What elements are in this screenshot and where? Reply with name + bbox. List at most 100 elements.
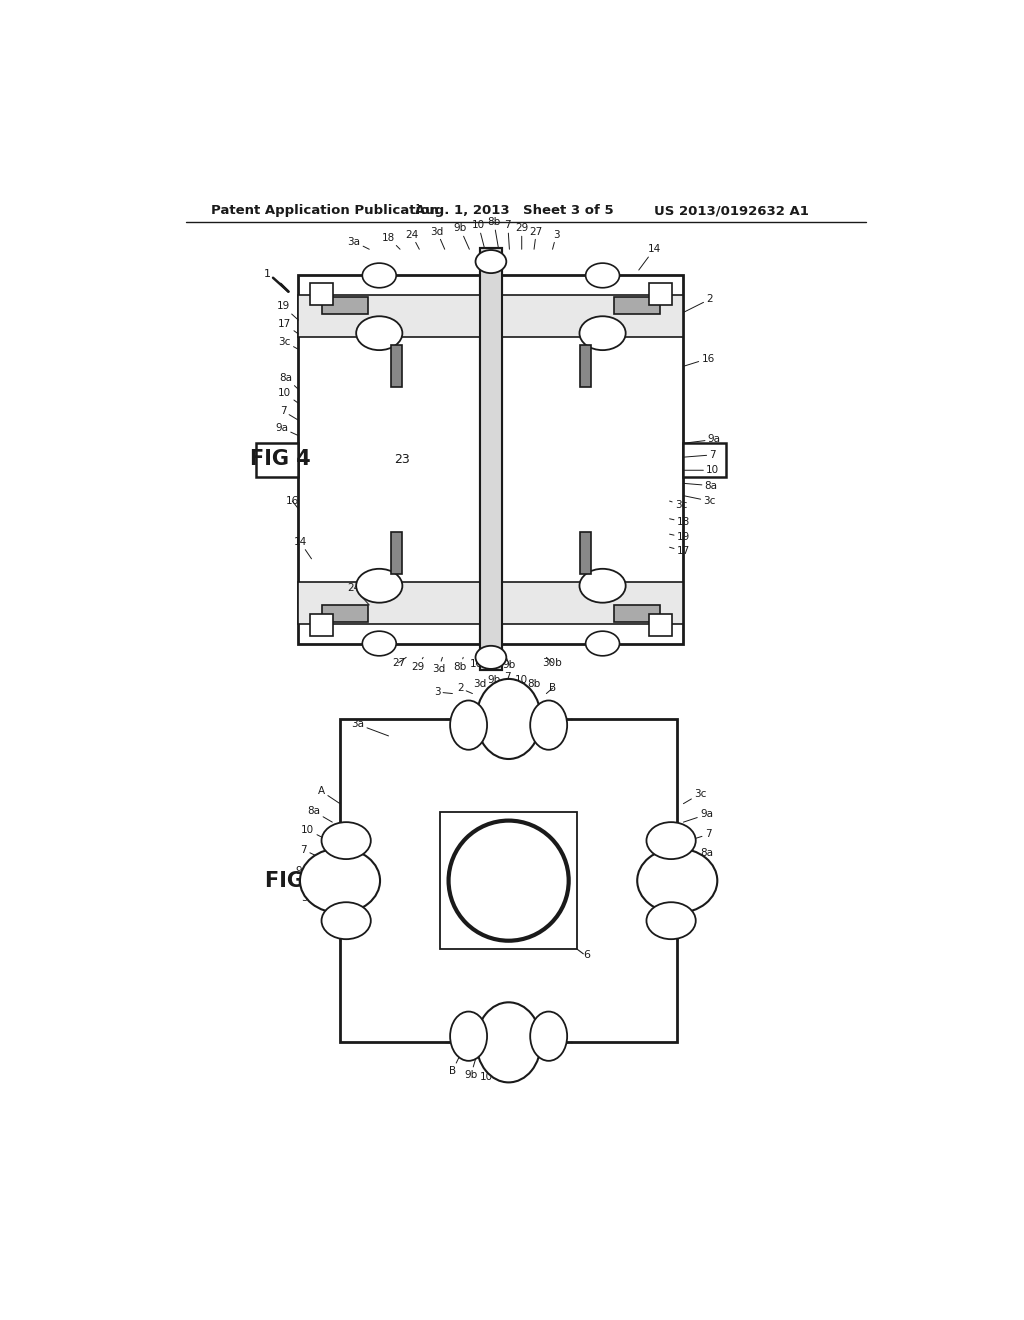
Ellipse shape: [475, 249, 506, 273]
Text: 8b: 8b: [487, 218, 501, 249]
Bar: [298, 582, 683, 624]
Ellipse shape: [300, 849, 380, 913]
Bar: [480, 248, 502, 671]
Text: 7: 7: [505, 672, 511, 693]
Ellipse shape: [530, 1011, 567, 1061]
Text: Sheet 3 of 5: Sheet 3 of 5: [523, 205, 613, 218]
Text: 16: 16: [286, 496, 299, 508]
Text: 7: 7: [683, 829, 712, 842]
Text: 9a: 9a: [683, 434, 721, 445]
Text: 7: 7: [683, 450, 716, 459]
Text: 8b: 8b: [454, 657, 467, 672]
Text: 10: 10: [278, 388, 298, 404]
Text: 9a: 9a: [683, 809, 713, 822]
Text: 24: 24: [404, 230, 419, 249]
Bar: [480, 248, 502, 671]
Ellipse shape: [322, 822, 371, 859]
Bar: [649, 614, 672, 636]
Text: 29: 29: [515, 223, 528, 249]
Text: 2: 2: [457, 684, 472, 693]
Text: 10: 10: [472, 220, 485, 249]
Ellipse shape: [580, 317, 626, 350]
Text: 9a: 9a: [275, 422, 298, 436]
Text: 3d: 3d: [518, 1044, 531, 1072]
Text: 9b: 9b: [503, 657, 516, 671]
Ellipse shape: [356, 317, 402, 350]
Ellipse shape: [476, 1002, 541, 1082]
Text: 3a: 3a: [347, 236, 370, 249]
Text: B: B: [547, 684, 556, 693]
Text: 8a: 8a: [683, 480, 718, 491]
Text: 9b: 9b: [487, 676, 501, 693]
Bar: [322, 297, 368, 314]
Text: 8b: 8b: [504, 1044, 517, 1076]
Text: FIG 3: FIG 3: [265, 871, 326, 891]
Text: 7: 7: [485, 656, 492, 667]
Text: 7: 7: [495, 1044, 501, 1080]
Text: 10: 10: [479, 1044, 493, 1082]
Text: 27: 27: [392, 657, 407, 668]
Bar: [391, 532, 401, 574]
Text: 18: 18: [670, 517, 690, 527]
Bar: [310, 614, 333, 636]
Text: 10: 10: [683, 866, 713, 875]
Text: 19: 19: [276, 301, 298, 321]
Text: 18: 18: [382, 232, 400, 249]
Text: 8a: 8a: [307, 807, 333, 822]
Text: 9a: 9a: [295, 866, 322, 880]
Ellipse shape: [586, 631, 620, 656]
Ellipse shape: [451, 701, 487, 750]
Bar: [614, 297, 660, 314]
Text: 23: 23: [394, 453, 411, 466]
Bar: [649, 284, 672, 305]
Bar: [440, 812, 578, 949]
Bar: [298, 294, 683, 337]
Text: 7: 7: [505, 220, 511, 249]
Bar: [581, 345, 591, 387]
Text: Patent Application Publication: Patent Application Publication: [211, 205, 439, 218]
Text: Aug. 1, 2013: Aug. 1, 2013: [416, 205, 510, 218]
Text: 1: 1: [264, 269, 271, 279]
Text: 9b: 9b: [464, 1044, 480, 1080]
Ellipse shape: [646, 903, 695, 940]
Text: 27: 27: [529, 227, 543, 249]
Ellipse shape: [322, 903, 371, 940]
Text: 17: 17: [670, 546, 690, 556]
Text: 6: 6: [583, 950, 590, 961]
Text: 3c: 3c: [683, 788, 707, 804]
Bar: [322, 605, 368, 622]
Text: 10: 10: [301, 825, 327, 840]
Ellipse shape: [449, 821, 568, 941]
Ellipse shape: [646, 822, 695, 859]
Text: 2: 2: [683, 294, 713, 313]
Text: 10: 10: [683, 465, 719, 475]
Text: 3d: 3d: [432, 657, 445, 675]
Text: 9b: 9b: [454, 223, 469, 249]
Ellipse shape: [451, 1011, 487, 1061]
Text: US 2013/0192632 A1: US 2013/0192632 A1: [654, 205, 809, 218]
Text: 3d: 3d: [430, 227, 444, 249]
Bar: [310, 284, 333, 305]
Text: 7: 7: [280, 407, 298, 420]
Bar: [298, 276, 683, 644]
Text: 19: 19: [670, 532, 690, 543]
Bar: [391, 345, 401, 387]
Bar: [683, 442, 726, 477]
Bar: [340, 719, 677, 1043]
Text: A: A: [683, 884, 708, 896]
Text: 15: 15: [486, 453, 503, 466]
Ellipse shape: [476, 678, 541, 759]
Text: FIG 4: FIG 4: [250, 450, 310, 470]
Text: 8b: 8b: [527, 680, 541, 693]
Text: B: B: [449, 1044, 466, 1076]
Text: 3: 3: [553, 230, 560, 249]
Text: 8a: 8a: [280, 372, 298, 389]
Ellipse shape: [356, 569, 402, 603]
Text: 30b: 30b: [543, 657, 562, 668]
Ellipse shape: [637, 849, 717, 913]
Bar: [581, 532, 591, 574]
Text: 14: 14: [293, 537, 311, 558]
Text: 8a: 8a: [683, 847, 713, 858]
Text: 10: 10: [515, 676, 528, 693]
Text: 24: 24: [347, 583, 370, 605]
